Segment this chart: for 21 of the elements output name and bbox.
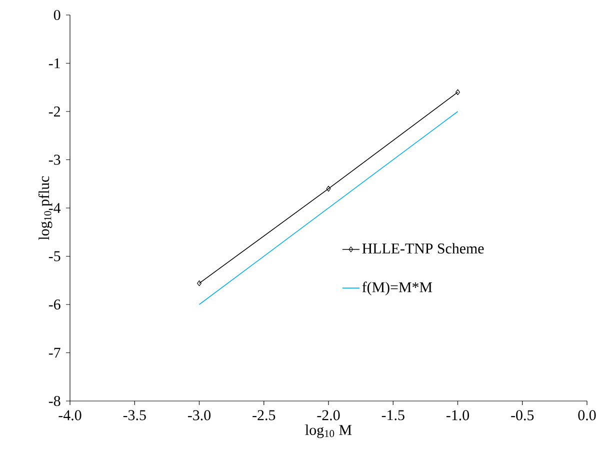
x-tick-label: -4.0 bbox=[58, 410, 82, 420]
y-tick-label: -5 bbox=[48, 251, 60, 262]
y-tick-label: -1 bbox=[48, 58, 60, 68]
x-tick-label: -1.5 bbox=[382, 410, 404, 420]
y-tick-label: -6 bbox=[48, 299, 60, 310]
x-tick-label: -3.5 bbox=[123, 410, 146, 420]
x-tick-label: -1.0 bbox=[446, 410, 470, 420]
x-tick-label: -3.0 bbox=[188, 410, 211, 420]
y-tick-label: -2 bbox=[48, 106, 60, 116]
y-tick-label: 0 bbox=[54, 10, 60, 20]
x-tick-label: -2.0 bbox=[317, 410, 340, 420]
legend-label: HLLE-TNP Scheme bbox=[362, 243, 484, 254]
y-tick-label: -7 bbox=[48, 348, 60, 358]
point bbox=[326, 186, 331, 192]
x-tick-label: 0.0 bbox=[578, 410, 596, 420]
legend-label: f(M)=M*M bbox=[362, 282, 432, 296]
y-tick-label: -3 bbox=[48, 154, 60, 165]
x-tick-label: -0.5 bbox=[511, 410, 534, 420]
y-tick-label: -8 bbox=[48, 396, 60, 406]
x-tick-label: -2.5 bbox=[252, 410, 276, 420]
x-axis-title: log$_{10}$ M bbox=[305, 424, 352, 438]
